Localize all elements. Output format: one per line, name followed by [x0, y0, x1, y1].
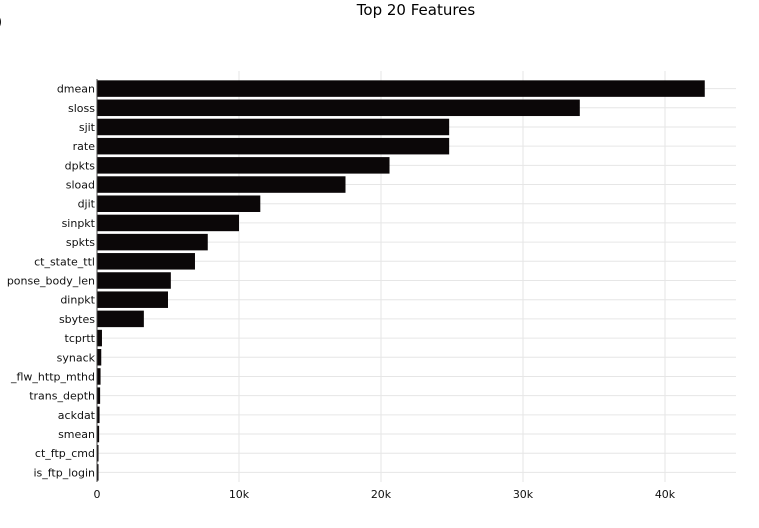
bar-sload: [97, 176, 346, 193]
category-label: sload: [66, 179, 95, 192]
category-label: sloss: [68, 102, 95, 115]
bar-spkts: [97, 233, 208, 251]
category-label: smean: [58, 428, 95, 441]
category-label: sbytes: [59, 313, 95, 326]
x-axis-ticks: 0 10k 20k 30k 40k: [94, 488, 676, 501]
category-label: sinpkt: [62, 217, 96, 230]
bar-trans-depth: [97, 387, 101, 404]
category-label: dmean: [57, 83, 95, 96]
category-label: synack: [57, 351, 96, 364]
category-label: _flw_http_mthd: [10, 370, 95, 383]
bar-tcprtt: [97, 329, 102, 347]
bar-synack: [97, 349, 102, 366]
bar-ct-state-ttl: [97, 253, 195, 270]
chart-title: Top 20 Features: [356, 1, 476, 19]
x-tick-label: 0: [94, 488, 101, 501]
category-label: spkts: [66, 236, 95, 249]
category-label: ct_state_ttl: [34, 255, 95, 268]
category-label: ackdat: [58, 409, 96, 422]
category-label: dpkts: [65, 159, 96, 172]
corner-glyph: ): [0, 15, 2, 30]
category-label: ponse_body_len: [7, 275, 95, 288]
bar-ponse-body-len: [97, 272, 171, 289]
bar-ct-ftp-cmd: [97, 444, 99, 462]
category-labels: dmean sloss sjit rate dpkts sload djit sinpkt sp…: [7, 83, 96, 480]
x-tick-label: 20k: [371, 488, 392, 501]
bar-sinpkt: [97, 214, 239, 232]
bar-smean: [97, 425, 100, 443]
bar-layer: [97, 80, 705, 481]
bar-dmean: [97, 80, 705, 97]
category-label: rate: [73, 140, 96, 153]
x-tick-label: 30k: [513, 488, 534, 501]
bar-djit: [97, 195, 261, 212]
bar-is-ftp-login: [97, 464, 99, 481]
bar-dpkts: [97, 157, 390, 174]
bar-ackdat: [97, 406, 100, 424]
bar-rate: [97, 137, 450, 155]
category-label: trans_depth: [29, 390, 95, 403]
category-label: ct_ftp_cmd: [35, 447, 95, 460]
bar-sjit: [97, 118, 450, 136]
category-label: is_ftp_login: [33, 466, 95, 479]
category-label: dinpkt: [60, 294, 95, 307]
bar-dinpkt: [97, 291, 168, 308]
x-tick-label: 40k: [655, 488, 676, 501]
bar-sloss: [97, 99, 580, 117]
bar-flw-http-mthd: [97, 368, 101, 385]
category-label: tcprtt: [65, 332, 96, 345]
bar-sbytes: [97, 310, 144, 328]
category-label: djit: [78, 198, 96, 211]
category-label: sjit: [79, 121, 96, 134]
x-tick-label: 10k: [229, 488, 250, 501]
